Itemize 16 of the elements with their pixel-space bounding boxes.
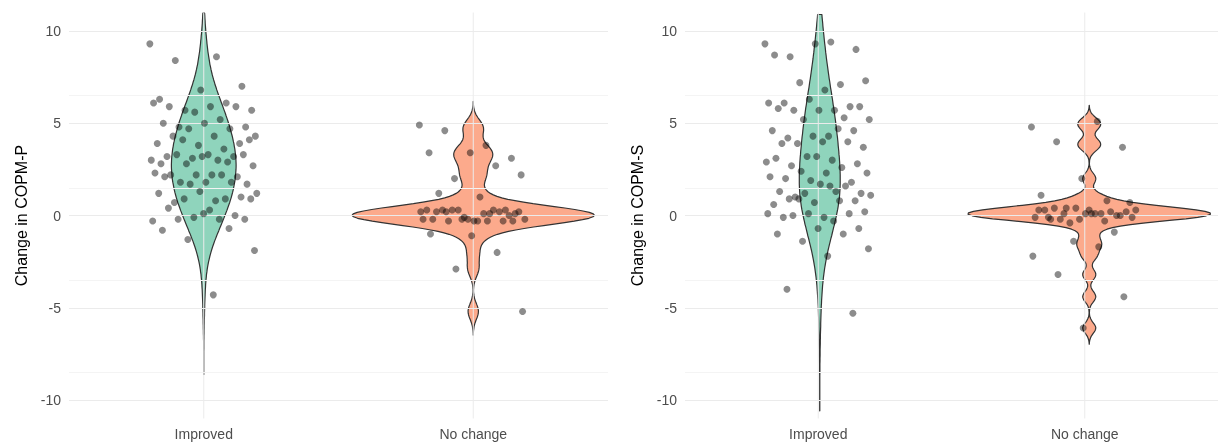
x-tick-label: Improved [174, 425, 233, 442]
y-tick-label: 10 [45, 22, 62, 39]
y-tick-label: 5 [669, 115, 678, 132]
y-tick-label: -10 [40, 392, 62, 409]
y-tick-label: 0 [669, 207, 678, 224]
y-tick-label: -5 [664, 299, 678, 316]
y-tick-label: 10 [661, 22, 678, 39]
y-tick-label: -5 [48, 299, 62, 316]
x-tick-label: Improved [789, 425, 848, 442]
y-tick-label: 0 [53, 207, 62, 224]
y-axis-title: Change in COPM-P [13, 144, 31, 287]
y-axis-title: Change in COPM-S [629, 144, 647, 287]
y-tick-label: -10 [656, 392, 678, 409]
x-tick-label: No change [439, 425, 508, 442]
y-tick-label: 5 [53, 115, 62, 132]
x-tick-label: No change [1050, 425, 1119, 442]
